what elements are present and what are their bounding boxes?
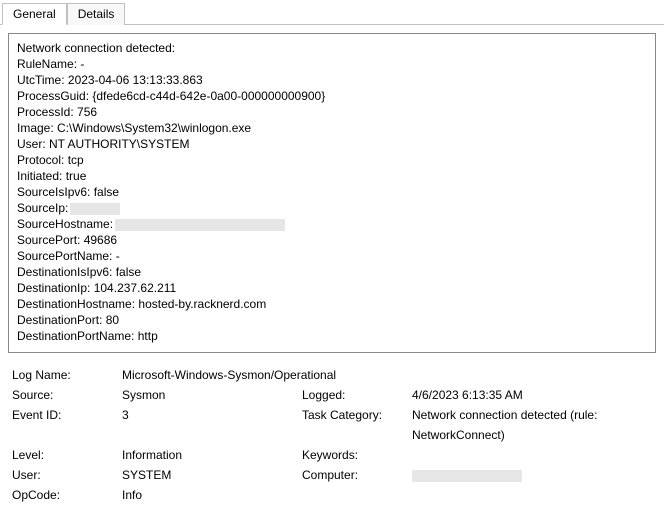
- user-label: User:: [12, 465, 122, 485]
- task-category-label: Task Category:: [302, 405, 412, 445]
- keywords-label: Keywords:: [302, 445, 412, 465]
- computer-value: [412, 465, 652, 485]
- redacted-block: [412, 470, 522, 482]
- event-line: RuleName: -: [17, 56, 647, 72]
- tab-details[interactable]: Details: [67, 3, 126, 25]
- redacted-block: [70, 203, 120, 215]
- tab-content: Network connection detected:RuleName: -U…: [0, 25, 664, 517]
- log-name-label: Log Name:: [12, 365, 122, 385]
- event-line: UtcTime: 2023-04-06 13:13:33.863: [17, 72, 647, 88]
- event-line: User: NT AUTHORITY\SYSTEM: [17, 136, 647, 152]
- event-line: SourceHostname:: [17, 216, 647, 232]
- event-id-value: 3: [122, 405, 302, 445]
- source-value: Sysmon: [122, 385, 302, 405]
- event-line: DestinationPort: 80: [17, 312, 647, 328]
- event-line: Initiated: true: [17, 168, 647, 184]
- event-line: DestinationIp: 104.237.62.211: [17, 280, 647, 296]
- keywords-value: [412, 445, 652, 465]
- event-line: SourcePortName: -: [17, 248, 647, 264]
- logged-label: Logged:: [302, 385, 412, 405]
- event-line: SourceIsIpv6: false: [17, 184, 647, 200]
- event-id-label: Event ID:: [12, 405, 122, 445]
- event-line: DestinationPortName: http: [17, 328, 647, 344]
- tab-general[interactable]: General: [2, 3, 67, 25]
- event-line: SourcePort: 49686: [17, 232, 647, 248]
- event-header: Network connection detected:: [17, 40, 647, 56]
- logged-value: 4/6/2023 6:13:35 AM: [412, 385, 652, 405]
- event-line: DestinationHostname: hosted-by.racknerd.…: [17, 296, 647, 312]
- event-line: ProcessId: 756: [17, 104, 647, 120]
- source-label: Source:: [12, 385, 122, 405]
- event-summary: Log Name: Microsoft-Windows-Sysmon/Opera…: [8, 361, 656, 509]
- event-line-label: SourceIp:: [17, 201, 68, 215]
- event-line-label: SourceHostname:: [17, 217, 113, 231]
- event-line: Image: C:\Windows\System32\winlogon.exe: [17, 120, 647, 136]
- opcode-label: OpCode:: [12, 485, 122, 505]
- tab-bar: General Details: [0, 0, 664, 25]
- level-label: Level:: [12, 445, 122, 465]
- opcode-value: Info: [122, 485, 302, 505]
- event-detail-box: Network connection detected:RuleName: -U…: [8, 33, 656, 353]
- task-category-value: Network connection detected (rule: Netwo…: [412, 405, 652, 445]
- event-line: Protocol: tcp: [17, 152, 647, 168]
- event-line: DestinationIsIpv6: false: [17, 264, 647, 280]
- redacted-block: [115, 219, 285, 231]
- event-line: ProcessGuid: {dfede6cd-c44d-642e-0a00-00…: [17, 88, 647, 104]
- user-value: SYSTEM: [122, 465, 302, 485]
- level-value: Information: [122, 445, 302, 465]
- event-line: SourceIp:: [17, 200, 647, 216]
- computer-label: Computer:: [302, 465, 412, 485]
- log-name-value: Microsoft-Windows-Sysmon/Operational: [122, 365, 652, 385]
